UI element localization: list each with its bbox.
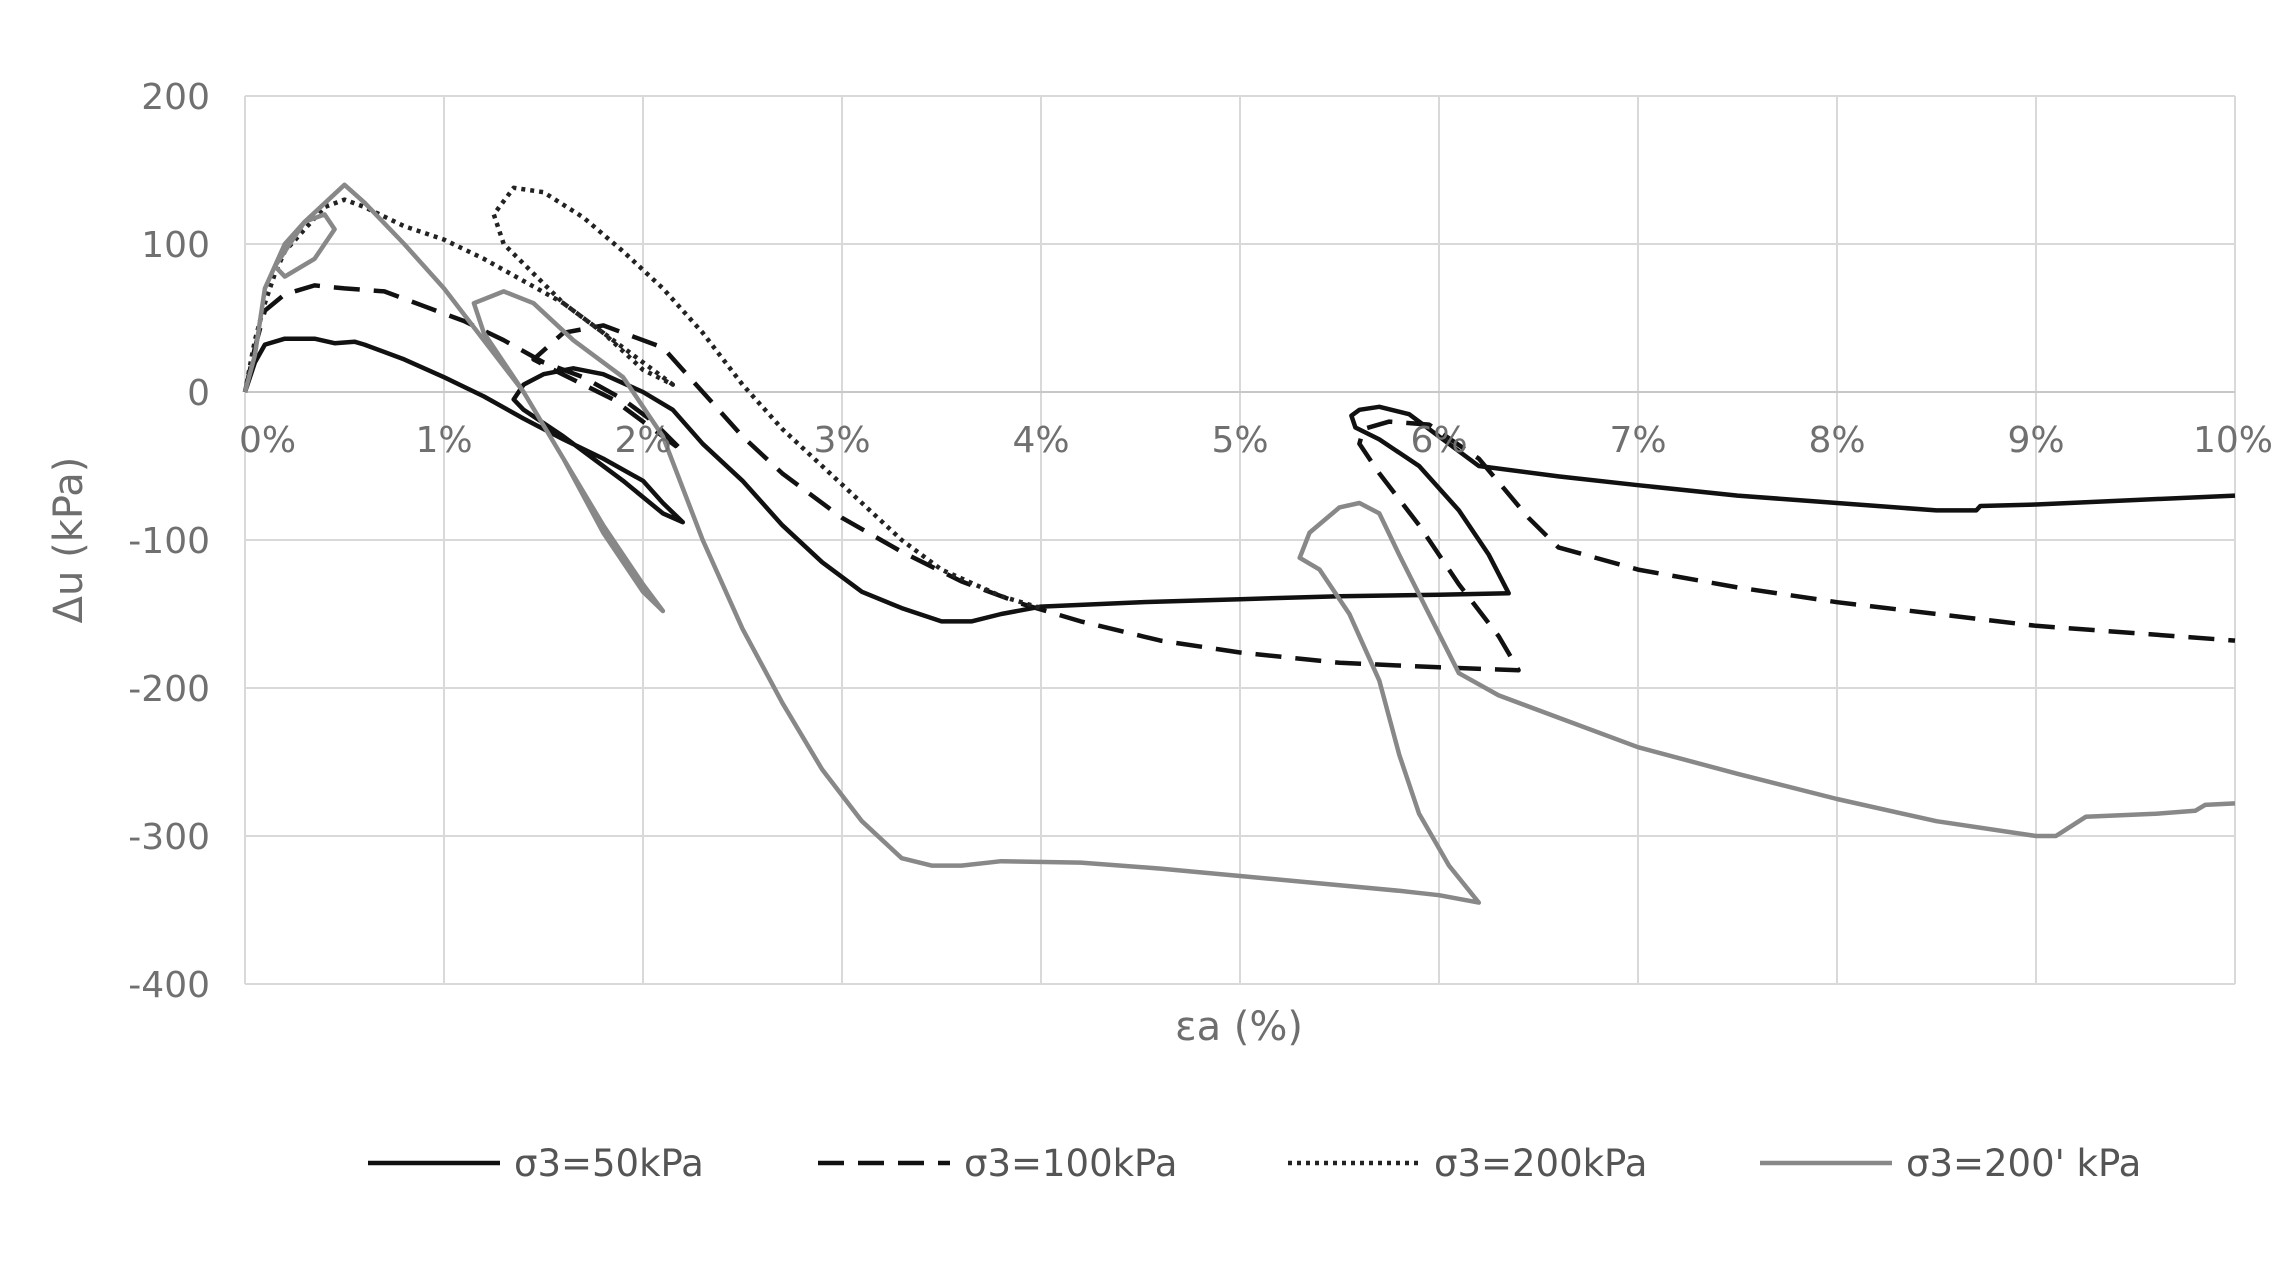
- series-lines: [242, 182, 2236, 905]
- y-tick-label: -200: [128, 669, 210, 710]
- y-tick-label: -100: [128, 521, 210, 562]
- legend-label-4: σ3=200' kPa: [1906, 1142, 2141, 1185]
- y-axis-title: Δu (kPa): [46, 457, 92, 624]
- x-tick-label: 9%: [2007, 420, 2064, 461]
- x-axis-title: εa (%): [1175, 1004, 1303, 1050]
- x-tick-label: 4%: [1012, 420, 1069, 461]
- x-tick-label: 6%: [1410, 420, 1467, 461]
- y-tick-label: -300: [128, 817, 210, 858]
- legend-label-1: σ3=50kPa: [514, 1142, 704, 1185]
- x-tick-label: 1%: [415, 420, 472, 461]
- tick-labels: 0% 1% 2% 3% 4% 5% 6% 7% 8% 9% 10% 200 100 0 -100 -200 -3…: [128, 77, 2273, 1006]
- y-tick-label: 0: [187, 373, 210, 414]
- y-tick-label: -400: [128, 965, 210, 1006]
- x-tick-label: 5%: [1211, 420, 1268, 461]
- legend: σ3=50kPa σ3=100kPa σ3=200kPa σ3=200' kPa: [368, 1142, 2141, 1185]
- x-tick-label: 0%: [239, 420, 296, 461]
- y-tick-label: 100: [141, 225, 210, 266]
- x-tick-label: 7%: [1609, 420, 1666, 461]
- grid: [244, 95, 2236, 985]
- x-tick-label: 2%: [614, 420, 671, 461]
- series-line-4: [242, 182, 2236, 905]
- series-line-2: [242, 283, 2236, 673]
- x-tick-label: 3%: [813, 420, 870, 461]
- legend-label-2: σ3=100kPa: [964, 1142, 1177, 1185]
- x-tick-label: 10%: [2193, 420, 2273, 461]
- series-line-1: [242, 336, 2236, 624]
- x-tick-label: 8%: [1808, 420, 1865, 461]
- series-line-3: [242, 185, 1042, 611]
- y-tick-label: 200: [141, 77, 210, 118]
- legend-label-3: σ3=200kPa: [1434, 1142, 1647, 1185]
